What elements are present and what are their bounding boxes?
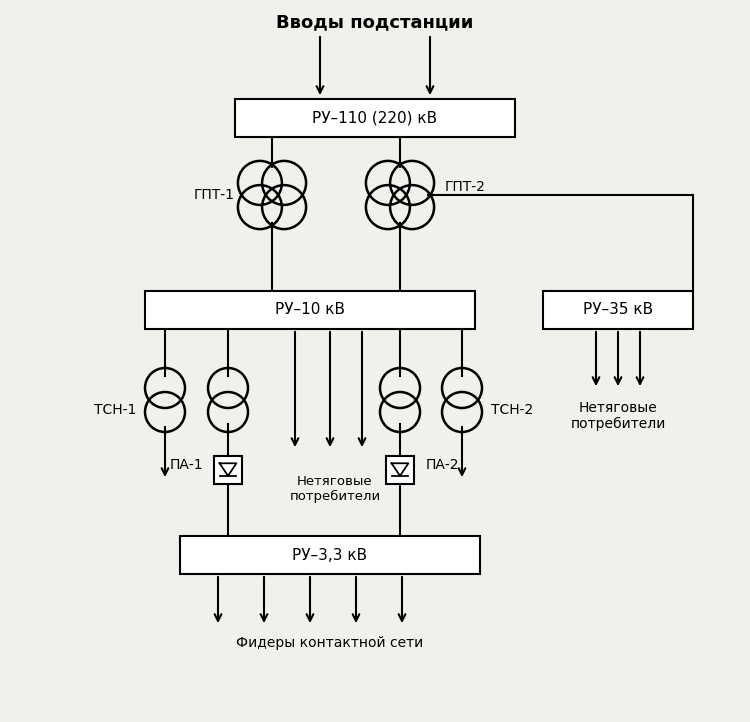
Text: Нетяговые
потребители: Нетяговые потребители: [570, 401, 666, 431]
Text: Нетяговые
потребители: Нетяговые потребители: [290, 475, 380, 503]
Text: ГПТ-1: ГПТ-1: [194, 188, 235, 202]
Text: ПА-2: ПА-2: [425, 458, 459, 472]
Text: РУ–110 (220) кВ: РУ–110 (220) кВ: [313, 110, 437, 126]
Bar: [214, 456, 242, 484]
Bar: [180, 536, 480, 574]
Text: РУ–10 кВ: РУ–10 кВ: [275, 303, 345, 318]
Text: Фидеры контактной сети: Фидеры контактной сети: [236, 636, 424, 650]
Text: Вводы подстанции: Вводы подстанции: [276, 13, 474, 31]
Bar: [386, 456, 414, 484]
Bar: [145, 291, 475, 329]
Text: РУ–3,3 кВ: РУ–3,3 кВ: [292, 547, 368, 562]
Text: ТСН-1: ТСН-1: [94, 403, 136, 417]
Text: ТСН-2: ТСН-2: [490, 403, 533, 417]
Text: ГПТ-2: ГПТ-2: [445, 180, 485, 194]
Text: ПА-1: ПА-1: [170, 458, 202, 472]
Text: РУ–35 кВ: РУ–35 кВ: [583, 303, 653, 318]
Bar: [235, 99, 515, 137]
Bar: [543, 291, 693, 329]
